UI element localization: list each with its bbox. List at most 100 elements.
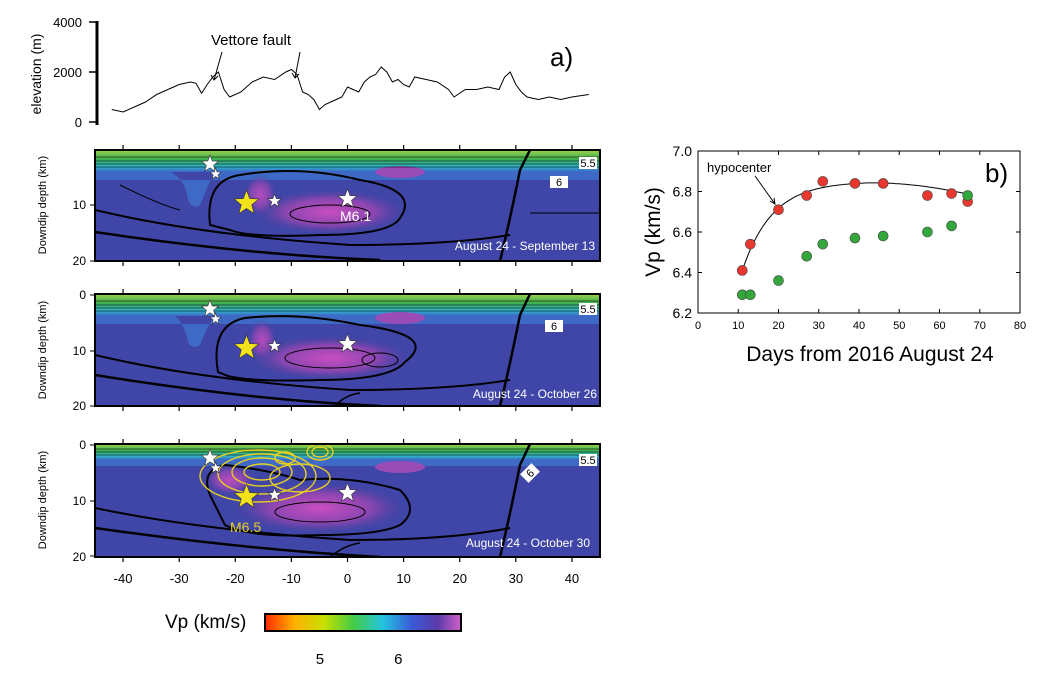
distance-axis: -40 -30 -20 -10 0 10 20 30 40	[114, 145, 579, 586]
aftershock-star	[337, 333, 358, 353]
y-tick-label: 6.4	[673, 265, 693, 281]
aftershock-star	[209, 461, 223, 474]
vettore-fault-label: Vettore fault	[211, 32, 292, 49]
x-tick-label: 20	[772, 320, 784, 332]
svg-text:5.5: 5.5	[580, 455, 595, 467]
colorbar-gradient	[264, 613, 462, 632]
x-tick-label: 40	[853, 320, 865, 332]
y-tick-label: 6.6	[673, 224, 693, 240]
tick-label-6: 6	[550, 176, 568, 189]
green-point	[962, 190, 973, 201]
green-point	[946, 220, 957, 232]
elevation-axis-label: elevation (m)	[28, 34, 44, 115]
svg-text:6: 6	[556, 177, 562, 189]
period-label-3: August 24 - October 30	[466, 536, 590, 550]
distance-tick-label: 20	[452, 571, 466, 586]
svg-text:5.5: 5.5	[580, 158, 595, 170]
scatter-axes: 0 10 20 30 40 50 60 70 80 6.2 6.4 6.6 6.8 7.0	[673, 143, 1027, 332]
tomography-panel-1: 5.5 6 August 24 - September 13 Downdip d…	[37, 149, 601, 268]
elev-tick-4000: 4000	[53, 15, 82, 30]
distance-tick-label: 30	[509, 571, 523, 586]
hypocenter-label: hypocenter	[707, 160, 772, 175]
y-axis-label: Vp (km/s)	[642, 187, 665, 277]
red-point	[773, 204, 784, 216]
depth-tick-0: 0	[79, 288, 86, 302]
elevation-line	[111, 66, 589, 113]
tick-label-5.5: 5.5	[579, 454, 597, 467]
hypocenter-arrow	[754, 175, 776, 205]
m61-label: M6.1	[340, 208, 371, 224]
aftershock-star	[267, 487, 283, 502]
aftershock-star	[209, 312, 223, 325]
tick-label-6: 6	[545, 320, 563, 333]
x-axis-label: Days from 2016 August 24	[746, 343, 994, 366]
distance-tick-label: -30	[170, 571, 189, 586]
green-point	[877, 230, 889, 242]
x-tick-label: 70	[974, 320, 986, 332]
x-tick-label: 80	[1014, 320, 1026, 332]
red-point	[877, 178, 889, 189]
green-point	[922, 226, 933, 238]
red-point	[736, 265, 748, 276]
depth-tick-20: 20	[73, 550, 87, 564]
colorbar: Vp (km/s) 5 6	[165, 612, 462, 668]
distance-tick-label: -20	[226, 571, 245, 586]
colorbar-label: Vp (km/s)	[165, 612, 246, 633]
distance-tick-label: 10	[396, 571, 410, 586]
aftershock-star	[209, 167, 223, 180]
depth-tick-10: 10	[73, 344, 87, 358]
distance-tick-label: 0	[344, 571, 351, 586]
vettore-arrow-1	[213, 51, 223, 81]
fit-curve	[741, 182, 972, 271]
depth-axis-label-2: Downdip depth (km)	[37, 301, 49, 399]
panel-b-label: b)	[985, 158, 1008, 188]
slip-contours	[199, 444, 334, 503]
green-point	[849, 232, 861, 244]
mainshock-star	[233, 189, 260, 215]
vp-scatter-plot: 0 10 20 30 40 50 60 70 80 6.2 6.4 6.6 6.8 7.0 hypocen…	[642, 143, 1026, 366]
green-point	[801, 250, 812, 262]
distance-tick-label: 40	[565, 571, 579, 586]
depth-tick-20: 20	[73, 254, 87, 268]
vettore-arrow-2	[294, 51, 301, 79]
depth-tick-20: 20	[73, 399, 87, 413]
mainshock-star	[233, 334, 260, 360]
red-point	[946, 188, 957, 199]
y-tick-label: 6.2	[673, 305, 693, 321]
depth-axis-label-1: Downdip depth (km)	[37, 156, 49, 254]
depth-tick-10: 10	[73, 494, 87, 508]
distance-tick-label: -10	[282, 571, 301, 586]
red-point	[817, 176, 829, 187]
x-tick-label: 60	[933, 320, 945, 332]
distance-tick-label: -40	[114, 571, 133, 586]
scatter-points	[736, 176, 973, 301]
depth-tick-10: 10	[73, 198, 87, 212]
panel-a-label: a)	[550, 42, 573, 72]
colorbar-tick-5: 5	[316, 651, 324, 668]
mainshock-star	[233, 483, 260, 509]
red-point	[922, 190, 933, 201]
y-tick-label: 6.8	[673, 184, 693, 200]
svg-text:6: 6	[551, 321, 557, 333]
red-point	[849, 178, 861, 189]
aftershock-star	[200, 448, 220, 466]
elevation-profile: 4000 2000 0 elevation (m) Vettore fault …	[28, 15, 589, 130]
period-label-2: August 24 - October 26	[473, 387, 597, 401]
x-tick-label: 0	[695, 320, 701, 332]
x-tick-label: 30	[813, 320, 825, 332]
green-point	[817, 238, 829, 250]
red-point	[745, 238, 756, 250]
tick-label-5.5: 5.5	[579, 303, 597, 316]
green-point	[773, 275, 784, 286]
svg-text:5.5: 5.5	[580, 304, 595, 316]
elev-tick-2000: 2000	[53, 65, 82, 80]
aftershock-star	[337, 482, 358, 502]
depth-axis-label-3: Downdip depth (km)	[37, 451, 49, 549]
aftershock-star	[200, 154, 220, 172]
depth-tick-0: 0	[79, 438, 86, 452]
tomography-panel-3: 5.5 6 August 24 - October 30 Downdip dep…	[37, 438, 601, 564]
red-point	[801, 190, 812, 201]
period-label-1: August 24 - September 13	[455, 239, 595, 253]
aftershock-star	[267, 338, 283, 353]
